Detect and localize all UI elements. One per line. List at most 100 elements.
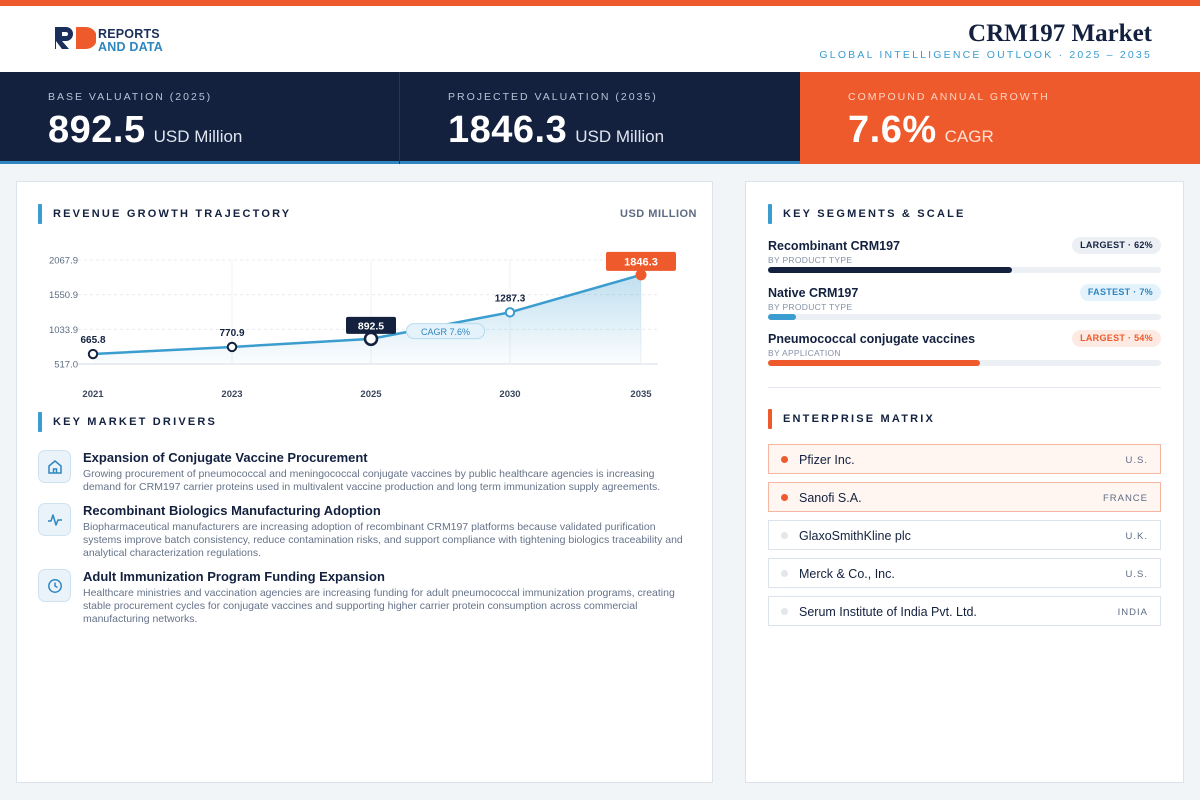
enterprise-row[interactable]: Pfizer Inc. U.S.	[768, 444, 1161, 474]
segment-name: Native CRM197	[768, 286, 859, 300]
y-tick-label: 2067.9	[49, 256, 78, 267]
x-tick-label: 2025	[360, 389, 382, 400]
status-dot	[781, 532, 788, 539]
data-point	[635, 269, 647, 281]
segment-category: BY APPLICATION	[768, 348, 841, 358]
revenue-line-chart: CAGR 7.6% 665.8 770.9 892.5 1287.3 1846.3 51…	[49, 251, 676, 400]
driver-description: Growing procurement of pneumococcal and …	[83, 468, 661, 493]
segment-badge: FASTEST · 7%	[1079, 284, 1161, 301]
chart-unit-label: USD MILLION	[620, 208, 697, 220]
trajectory-title: REVENUE GROWTH TRAJECTORY	[53, 208, 292, 220]
segment-track	[768, 267, 1161, 273]
kpi-value: 1846.3	[448, 109, 568, 151]
enterprise-name: Serum Institute of India Pvt. Ltd.	[799, 605, 977, 619]
data-label: 1287.3	[495, 293, 526, 304]
data-label: 1846.3	[624, 256, 658, 268]
data-label-box	[346, 316, 396, 334]
y-tick-label: 1550.9	[49, 290, 78, 301]
kpi-projected-valuation: PROJECTED VALUATION (2035) 1846.3 USD Mil…	[400, 72, 800, 164]
brand-logo[interactable]: REPORTS AND DATA	[54, 27, 166, 57]
y-tick-label: 1033.9	[49, 325, 78, 336]
status-dot	[781, 494, 788, 501]
segment-item: Recombinant CRM197 BY PRODUCT TYPE LARGE…	[768, 237, 1161, 279]
segment-name: Recombinant CRM197	[768, 239, 900, 253]
x-tick-label: 2035	[630, 389, 652, 400]
status-dot	[781, 456, 788, 463]
cagr-annotation-pill	[406, 323, 485, 340]
kpi-value-row: 1846.3 USD Million	[448, 109, 664, 152]
kpi-value-row: 892.5 USD Million	[48, 109, 242, 152]
enterprise-row[interactable]: Sanofi S.A. FRANCE	[768, 482, 1161, 512]
kpi-divider	[399, 72, 400, 164]
data-point	[504, 307, 516, 318]
driver-description: Healthcare ministries and vaccination ag…	[83, 587, 675, 625]
section-accent-bar	[768, 204, 772, 224]
kpi-unit: USD Million	[575, 127, 665, 146]
segment-item: Native CRM197 BY PRODUCT TYPE FASTEST · …	[768, 284, 1161, 326]
kpi-base-valuation: BASE VALUATION (2025) 892.5 USD Million	[0, 72, 400, 164]
kpi-unit: CAGR	[944, 127, 994, 146]
logo-text: REPORTS AND DATA	[98, 28, 163, 53]
enterprise-row[interactable]: GlaxoSmithKline plc U.K.	[768, 520, 1161, 550]
segment-track	[768, 360, 1161, 366]
driver-description: Biopharmaceutical manufacturers are incr…	[83, 521, 683, 559]
status-dot	[781, 570, 788, 577]
enterprise-name: Merck & Co., Inc.	[799, 567, 895, 581]
segment-bar	[768, 360, 981, 366]
section-divider	[768, 387, 1161, 388]
enterprise-country: U.K.	[1125, 531, 1148, 542]
x-tick-label: 2023	[221, 389, 242, 400]
kpi-value: 892.5	[48, 109, 146, 151]
segment-track	[768, 314, 1161, 320]
section-accent-bar	[38, 204, 42, 224]
segment-badge: LARGEST · 54%	[1072, 330, 1161, 347]
enterprise-row[interactable]: Merck & Co., Inc. U.S.	[768, 558, 1161, 588]
logo-line-2: AND DATA	[98, 39, 164, 54]
logo-mark-icon	[55, 27, 97, 49]
driver-title: Adult Immunization Program Funding Expan…	[83, 569, 385, 584]
section-accent-bar	[38, 412, 42, 432]
data-point	[363, 331, 379, 347]
data-point	[87, 348, 99, 360]
enterprise-country: INDIA	[1117, 607, 1148, 618]
x-tick-label: 2030	[499, 389, 520, 400]
segment-item: Pneumococcal conjugate vaccines BY APPLI…	[768, 330, 1161, 372]
page-title: CRM197 Market	[968, 20, 1152, 47]
kpi-label: COMPOUND ANNUAL GROWTH	[848, 91, 1050, 103]
x-tick-label: 2021	[82, 389, 104, 400]
data-label: 892.5	[358, 320, 384, 332]
activity-icon	[38, 503, 71, 536]
enterprise-title: ENTERPRISE MATRIX	[783, 413, 936, 425]
kpi-label: BASE VALUATION (2025)	[48, 91, 213, 103]
kpi-label: PROJECTED VALUATION (2035)	[448, 91, 658, 103]
data-label: 770.9	[219, 328, 244, 339]
kpi-value: 7.6%	[848, 109, 937, 151]
left-card	[16, 181, 713, 783]
clock-icon	[38, 569, 71, 602]
kpi-unit: USD Million	[153, 127, 243, 146]
cagr-annotation: CAGR 7.6%	[421, 327, 470, 337]
enterprise-name: Pfizer Inc.	[799, 453, 855, 467]
enterprise-name: Sanofi S.A.	[799, 491, 862, 505]
segment-name: Pneumococcal conjugate vaccines	[768, 332, 976, 346]
area-fill	[93, 274, 641, 364]
enterprise-country: U.S.	[1125, 569, 1148, 580]
segment-badge: LARGEST · 62%	[1072, 237, 1161, 254]
enterprise-row[interactable]: Serum Institute of India Pvt. Ltd. INDIA	[768, 596, 1161, 626]
drivers-title: KEY MARKET DRIVERS	[53, 416, 218, 428]
section-accent-bar	[768, 409, 772, 429]
data-point	[226, 341, 238, 353]
top-accent-bar	[0, 0, 1200, 6]
enterprise-country: U.S.	[1125, 455, 1148, 466]
header: REPORTS AND DATA CRM197 Market GLOBAL IN…	[0, 6, 1200, 72]
status-dot	[781, 608, 788, 615]
segment-category: BY PRODUCT TYPE	[768, 255, 853, 265]
data-label: 665.8	[80, 335, 105, 346]
segments-title: KEY SEGMENTS & SCALE	[783, 208, 966, 220]
kpi-cagr: COMPOUND ANNUAL GROWTH 7.6% CAGR	[800, 72, 1200, 164]
driver-title: Expansion of Conjugate Vaccine Procureme…	[83, 450, 368, 465]
kpi-value-row: 7.6% CAGR	[848, 109, 994, 152]
data-label-box	[606, 251, 676, 271]
logo-line-1: REPORTS	[98, 27, 160, 41]
hospital-icon	[38, 450, 71, 483]
